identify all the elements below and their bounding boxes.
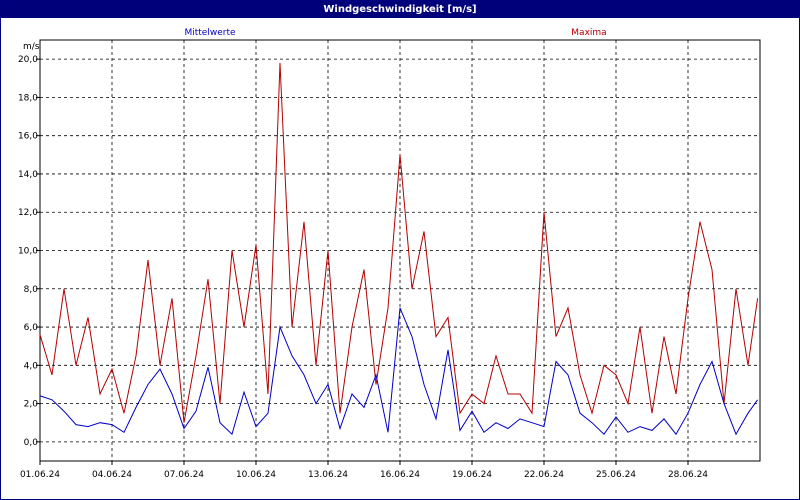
x-tick-label: 19.06.24 xyxy=(452,470,492,480)
y-tick-label: 6,0 xyxy=(24,323,39,333)
x-axis-ticks: 01.06.24 04.06.24 07.06.24 10.06.24 13.06.24… xyxy=(20,461,708,480)
y-axis-unit-label: m/s xyxy=(23,42,40,52)
y-tick-label: 14,0 xyxy=(18,170,38,180)
legend-mittelwerte: Mittelwerte xyxy=(184,28,235,38)
y-tick-label: 0,0 xyxy=(24,438,39,448)
y-tick-label: 8,0 xyxy=(24,285,39,295)
x-tick-label: 04.06.24 xyxy=(92,470,132,480)
x-tick-label: 25.06.24 xyxy=(596,470,636,480)
x-tick-label: 10.06.24 xyxy=(236,470,276,480)
x-tick-label: 01.06.24 xyxy=(20,470,60,480)
gridlines xyxy=(39,40,760,461)
x-tick-label: 16.06.24 xyxy=(380,470,420,480)
y-axis-ticks: 0,0 2,0 4,0 6,0 8,0 10,0 12,0 14,0 16,0 18,0 20,0 xyxy=(18,55,40,448)
y-tick-label: 12,0 xyxy=(18,208,38,218)
y-tick-label: 4,0 xyxy=(24,361,39,371)
x-tick-label: 22.06.24 xyxy=(524,470,564,480)
series-line-1 xyxy=(39,62,759,423)
legend-maxima: Maxima xyxy=(571,28,606,38)
series-lines xyxy=(39,62,759,436)
x-tick-label: 13.06.24 xyxy=(308,470,348,480)
y-tick-label: 2,0 xyxy=(24,400,39,410)
y-tick-label: 10,0 xyxy=(18,247,38,257)
chart-title: Windgeschwindigkeit [m/s] xyxy=(1,1,799,18)
x-tick-label: 28.06.24 xyxy=(668,470,708,480)
y-tick-label: 16,0 xyxy=(18,132,38,142)
y-tick-label: 18,0 xyxy=(18,93,38,103)
series-line-0 xyxy=(39,307,759,436)
y-tick-label: 20,0 xyxy=(18,55,38,65)
x-tick-label: 07.06.24 xyxy=(164,470,204,480)
